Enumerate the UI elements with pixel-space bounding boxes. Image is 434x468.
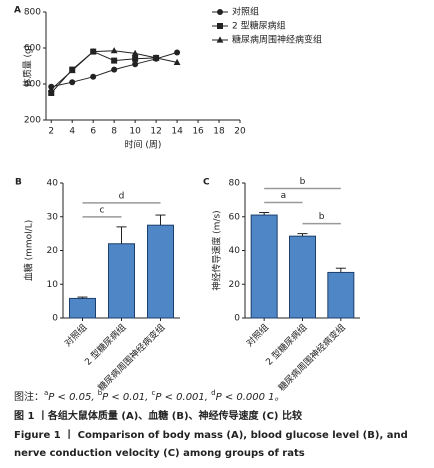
point xyxy=(132,61,139,68)
x-tick-label: 12 xyxy=(150,127,161,137)
bar xyxy=(289,235,316,319)
panel-label: B xyxy=(15,178,22,188)
y-tick-label: 200 xyxy=(24,116,41,126)
significance-label: c xyxy=(100,205,105,215)
significance-label: a xyxy=(281,191,287,201)
significance-label: d xyxy=(119,191,125,201)
point xyxy=(132,55,139,62)
y-tick-label: 800 xyxy=(24,8,41,18)
point xyxy=(110,47,118,54)
panel-label: C xyxy=(203,178,210,188)
note-sup: b xyxy=(98,389,103,397)
x-tick-label: 14 xyxy=(171,127,183,137)
point xyxy=(111,57,118,64)
bar xyxy=(147,224,174,319)
y-tick-label: 400 xyxy=(24,80,41,90)
legend-label: 2 型糖尿病组 xyxy=(232,20,286,32)
y-tick-label: 0 xyxy=(52,314,58,324)
significance-label: b xyxy=(300,177,306,187)
legend-label: 对照组 xyxy=(232,6,259,18)
x-tick-label: 8 xyxy=(111,127,117,137)
x-axis-label: 时间 (周) xyxy=(125,139,162,151)
y-tick-label: 20 xyxy=(229,280,241,290)
x-tick-label: 2 xyxy=(48,127,54,137)
caption-title-en: Figure 1 丨 Comparison of body mass (A), … xyxy=(14,429,408,441)
point xyxy=(89,48,97,55)
point xyxy=(47,85,55,92)
note-lead: 图注： xyxy=(14,390,44,403)
x-tick-label: 对照组 xyxy=(62,321,90,349)
y-tick-label: 40 xyxy=(229,246,241,256)
y-tick-label: 600 xyxy=(24,44,41,54)
note-text: P < 0.001, xyxy=(155,392,211,403)
x-tick-label: 对照组 xyxy=(243,321,271,349)
note-sup: a xyxy=(44,389,48,397)
point xyxy=(174,49,181,56)
point xyxy=(90,73,97,80)
point xyxy=(48,90,55,96)
y-tick-label: 0 xyxy=(234,314,240,324)
y-tick-label: 10 xyxy=(47,280,59,290)
y-tick-label: 60 xyxy=(229,212,241,222)
y-tick-label: 30 xyxy=(47,212,59,222)
x-tick-label: 4 xyxy=(69,127,75,137)
series-line xyxy=(50,51,157,94)
x-tick-label: 6 xyxy=(90,127,96,137)
point xyxy=(173,58,181,65)
significance-label: b xyxy=(319,212,325,222)
bar xyxy=(69,297,96,319)
panel-label: A xyxy=(14,6,21,16)
y-tick-label: 80 xyxy=(229,179,241,189)
caption-title-cn: 图 1 丨各组大鼠体质量 (A)、血糖 (B)、神经传导速度 (C) 比较 xyxy=(14,409,302,422)
x-tick-label: 糖尿病周围神经病变组 xyxy=(276,321,348,393)
note-text: P < 0.000 1。 xyxy=(216,392,285,403)
y-axis-label: 神经传导速度 (m/s) xyxy=(211,210,223,290)
y-tick-label: 40 xyxy=(47,179,59,189)
x-tick-label: 糖尿病周围神经病变组 xyxy=(95,321,167,393)
caption-title-en: nerve conduction velocity (C) among grou… xyxy=(14,448,305,459)
legend-label: 糖尿病周围神经病变组 xyxy=(232,34,322,46)
note-sup: c xyxy=(152,389,156,397)
y-axis-label: 血糖 (mmol/L) xyxy=(23,220,35,281)
y-tick-label: 20 xyxy=(47,246,59,256)
note-sup: d xyxy=(211,389,215,397)
bar xyxy=(250,214,278,319)
bar xyxy=(108,243,135,319)
x-tick-label: 20 xyxy=(234,127,246,137)
y-axis-label: 体质量 (g) xyxy=(22,45,34,88)
note-text: P < 0.05, xyxy=(48,392,97,403)
point xyxy=(111,66,118,73)
x-tick-label: 18 xyxy=(213,127,225,137)
x-tick-label: 10 xyxy=(129,127,141,137)
note-text: P < 0.01, xyxy=(102,392,151,403)
caption-note: 图注：aP < 0.05, bP < 0.01, cP < 0.001, dP … xyxy=(14,389,285,403)
bar xyxy=(327,271,355,319)
x-tick-label: 16 xyxy=(192,127,204,137)
point xyxy=(69,79,76,86)
point xyxy=(131,49,139,56)
point xyxy=(68,66,76,74)
point xyxy=(152,54,160,61)
